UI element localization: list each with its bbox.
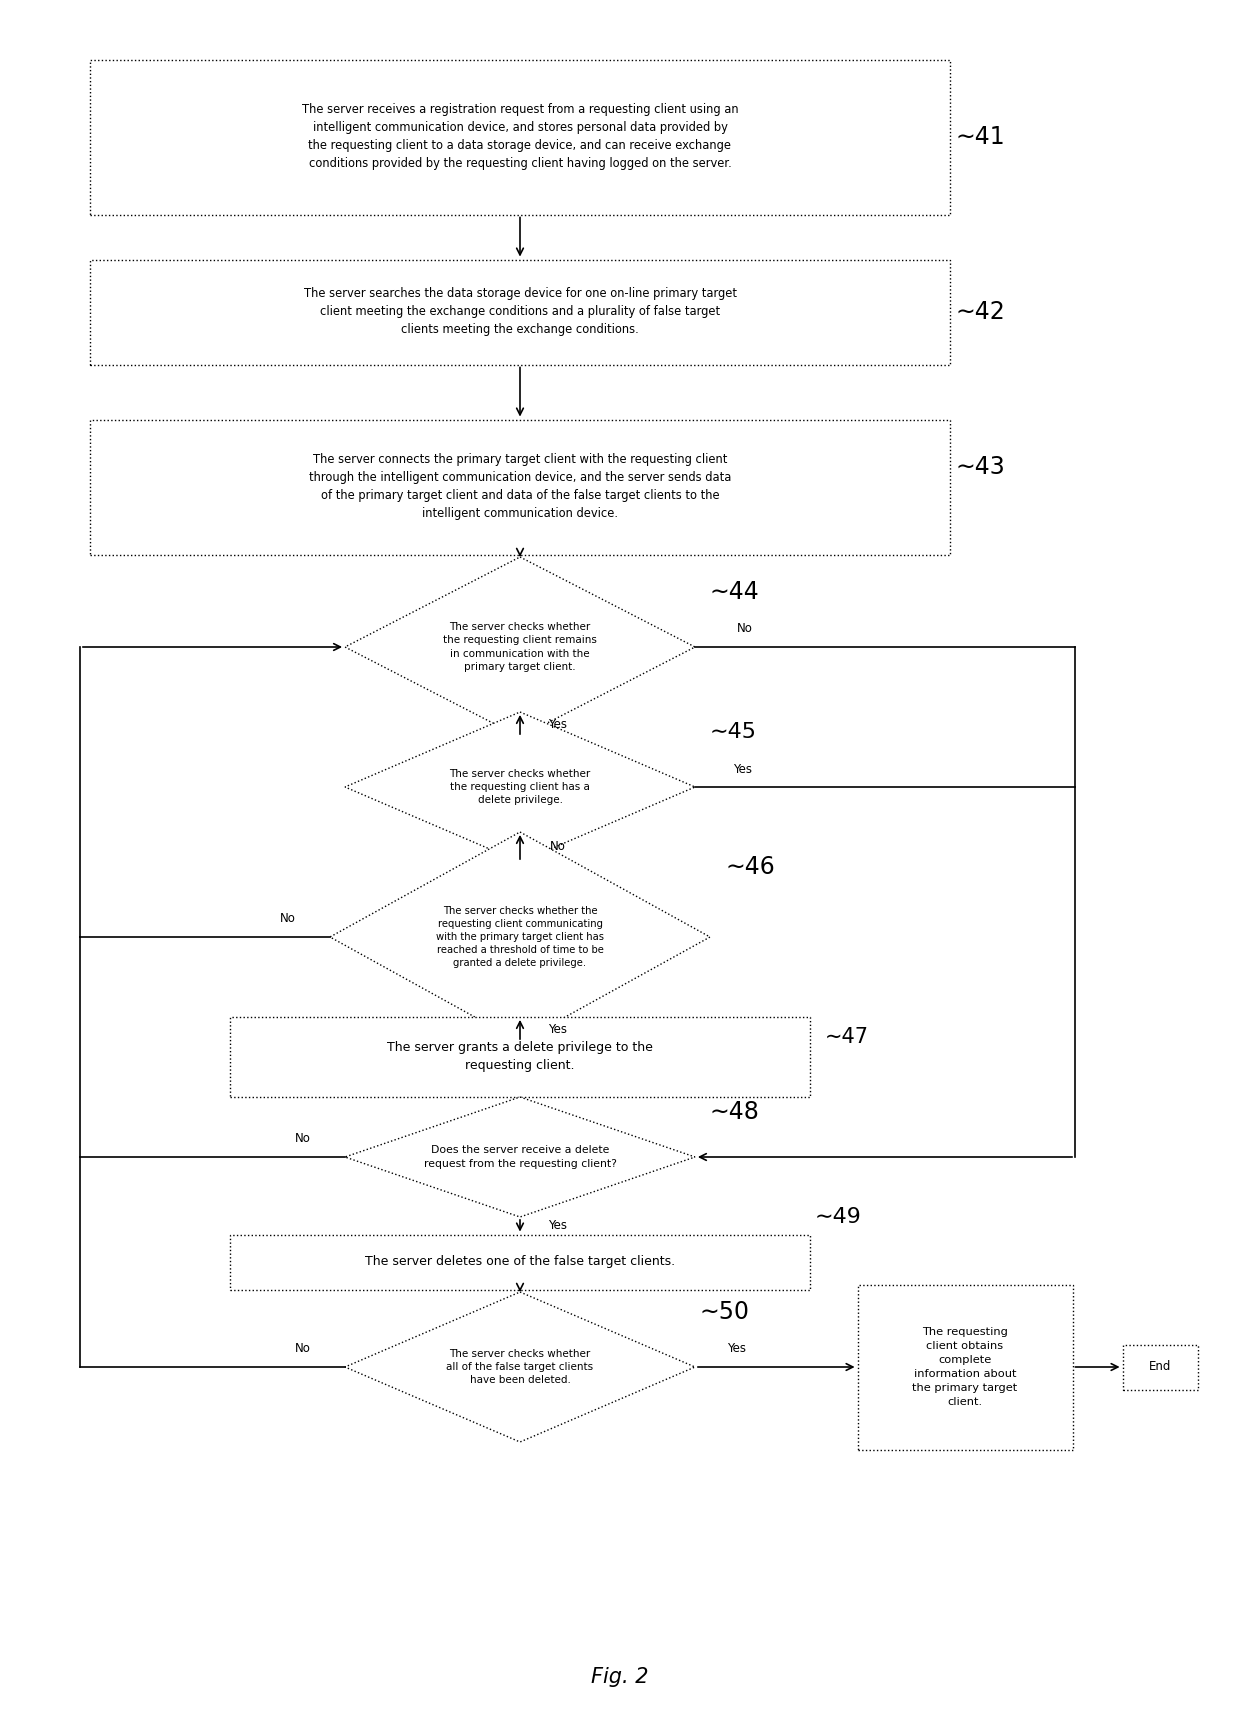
Text: The server checks whether the
requesting client communicating
with the primary t: The server checks whether the requesting… xyxy=(436,906,604,968)
Text: Fig. 2: Fig. 2 xyxy=(591,1666,649,1687)
Text: The server connects the primary target client with the requesting client
through: The server connects the primary target c… xyxy=(309,454,732,521)
FancyBboxPatch shape xyxy=(91,59,950,215)
Text: End: End xyxy=(1148,1361,1172,1373)
Text: ∼41: ∼41 xyxy=(955,125,1004,149)
Text: No: No xyxy=(295,1133,311,1145)
FancyBboxPatch shape xyxy=(229,1235,810,1290)
Text: Does the server receive a delete
request from the requesting client?: Does the server receive a delete request… xyxy=(424,1145,616,1169)
Text: No: No xyxy=(295,1342,311,1356)
Text: No: No xyxy=(737,622,753,636)
Text: ∼46: ∼46 xyxy=(725,856,775,880)
Text: ∼49: ∼49 xyxy=(815,1207,862,1226)
Text: Yes: Yes xyxy=(548,1219,568,1231)
Text: Yes: Yes xyxy=(548,719,568,731)
Text: The server checks whether
the requesting client has a
delete privilege.: The server checks whether the requesting… xyxy=(449,769,590,805)
Text: The server checks whether
the requesting client remains
in communication with th: The server checks whether the requesting… xyxy=(443,622,596,672)
Text: No: No xyxy=(280,913,296,925)
Polygon shape xyxy=(345,1292,694,1443)
Polygon shape xyxy=(330,831,711,1043)
Text: ∼45: ∼45 xyxy=(711,722,756,741)
Text: ∼50: ∼50 xyxy=(701,1301,750,1323)
Text: ∼48: ∼48 xyxy=(711,1100,760,1124)
Text: The server deletes one of the false target clients.: The server deletes one of the false targ… xyxy=(365,1256,675,1268)
Text: No: No xyxy=(551,840,565,854)
Text: Yes: Yes xyxy=(734,762,753,776)
Text: The server grants a delete privilege to the
requesting client.: The server grants a delete privilege to … xyxy=(387,1041,653,1072)
Text: ∼47: ∼47 xyxy=(825,1027,869,1048)
Polygon shape xyxy=(345,558,694,738)
FancyBboxPatch shape xyxy=(91,419,950,554)
FancyBboxPatch shape xyxy=(229,1017,810,1096)
Text: The requesting
client obtains
complete
information about
the primary target
clie: The requesting client obtains complete i… xyxy=(913,1327,1018,1406)
Text: The server checks whether
all of the false target clients
have been deleted.: The server checks whether all of the fal… xyxy=(446,1349,594,1386)
Text: The server searches the data storage device for one on-line primary target
clien: The server searches the data storage dev… xyxy=(304,288,737,336)
Text: Yes: Yes xyxy=(728,1342,746,1356)
Polygon shape xyxy=(345,712,694,863)
FancyBboxPatch shape xyxy=(91,260,950,364)
Polygon shape xyxy=(345,1096,694,1218)
Text: ∼44: ∼44 xyxy=(711,580,760,604)
Text: ∼43: ∼43 xyxy=(955,456,1004,480)
FancyBboxPatch shape xyxy=(858,1285,1073,1450)
Text: The server receives a registration request from a requesting client using an
int: The server receives a registration reque… xyxy=(301,104,738,170)
Text: ∼42: ∼42 xyxy=(955,300,1004,324)
Text: Yes: Yes xyxy=(548,1024,568,1036)
FancyBboxPatch shape xyxy=(1122,1344,1198,1389)
